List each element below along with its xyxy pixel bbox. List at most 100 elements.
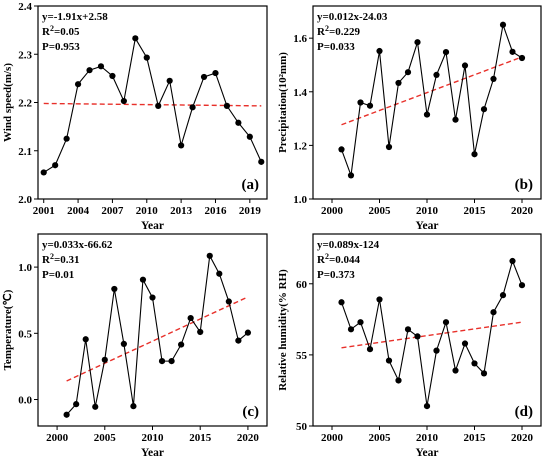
data-point [347,172,355,179]
data-point [480,106,488,113]
data-point [338,146,345,153]
y-tick-label: 2.4 [18,1,32,13]
y-tick-label: 1.0 [18,262,32,274]
x-axis-label: Year [416,220,439,232]
data-point [385,357,393,364]
data-point [414,333,421,340]
data-point [86,67,93,74]
data-point [109,72,116,80]
p-value: P=0.01 [42,269,74,281]
data-point [509,48,516,55]
data-point [471,151,478,158]
x-tick-label: 2005 [369,432,392,444]
data-point [120,340,127,348]
y-axis-label: Precipitation(10²mm) [277,52,289,153]
regression-equation: y=0.089x-124 [317,239,380,251]
data-point [423,111,431,118]
y-tick-label: 2.3 [18,49,32,61]
data-point [139,276,147,283]
x-tick-label: 2010 [416,432,439,444]
data-point [143,54,150,61]
data-point [246,133,253,140]
data-point [442,49,450,56]
data-point [366,102,374,109]
data-point [452,116,459,123]
data-point [357,319,364,326]
data-point [120,97,127,105]
data-point [414,39,421,46]
data-point [235,337,242,344]
data-point [376,296,383,303]
x-tick-label: 2013 [170,205,193,217]
y-tick-label: 1.0 [293,194,307,206]
trend-line [43,102,262,107]
panel-a: 2001 2004 2007 2010 2013 2016 2019 2.0 2.1 2.2 2.3… [2,1,268,232]
data-point [244,329,252,336]
data-point [155,102,162,109]
data-point [499,292,507,299]
y-tick-label: 1.4 [293,87,307,99]
panel-b: 2000 2005 2010 2015 2020 1.0 1.2 1.4 1.6 Year Prec… [277,5,542,232]
data-point [149,294,156,301]
data-point [101,356,108,363]
x-tick-label: 2000 [321,205,344,217]
data-point [461,62,469,69]
regression-equation: y=0.033x-66.62 [42,239,113,251]
x-axis-label: Year [141,447,164,459]
data-point [212,69,219,77]
x-tick-label: 2020 [237,432,260,444]
data-point [73,401,80,408]
data-point [223,102,231,109]
data-point [423,402,431,410]
data-point [433,71,440,78]
p-value: P=0.373 [317,269,355,281]
x-tick-label: 2001 [33,205,55,217]
data-point [395,377,402,384]
data-point [490,309,497,316]
y-tick-label: 0.5 [18,328,32,340]
y-tick-label: 1.2 [293,140,307,152]
regression-equation: y=0.012x-24.03 [317,11,388,23]
y-tick-label: 55 [296,350,308,362]
data-point [132,35,139,42]
data-point [499,21,507,28]
x-tick-label: 2000 [46,432,69,444]
regression-equation: y=-1.91x+2.58 [42,11,108,23]
data-point [97,63,105,70]
data-point [40,169,47,176]
data-point [385,143,393,151]
data-point [82,336,89,343]
data-point [200,73,208,81]
x-tick-label: 2020 [511,432,534,444]
y-axis-label: Relative humidity(% RH) [277,269,289,391]
r-squared: R2=0.229 [317,24,360,38]
y-axis-label: Temperature(℃) [2,289,14,370]
r-squared: R2=0.044 [317,252,360,266]
data-point [178,142,185,149]
x-tick-label: 2010 [416,205,439,217]
y-tick-label: 2.2 [18,98,32,110]
y-tick-label: 2.0 [18,194,32,206]
data-point [404,69,412,76]
data-point [63,411,70,418]
x-tick-label: 2019 [239,205,262,217]
panel-label: (b) [515,177,533,193]
data-point [189,104,196,111]
data-point [235,119,242,126]
data-point [187,314,194,322]
x-tick-label: 2010 [142,432,165,444]
data-point [509,257,516,265]
trend-line [341,56,523,126]
panel-label: (c) [242,404,259,420]
x-tick-label: 2015 [464,432,487,444]
y-axis-label: Wind speed(m/s) [2,63,14,142]
y-tick-label: 2.1 [18,146,32,158]
data-point [52,162,59,169]
x-tick-label: 2015 [189,432,212,444]
data-point [347,326,355,333]
series-line [66,254,249,416]
data-point [404,326,412,333]
data-point [258,158,265,165]
data-point [158,358,166,365]
